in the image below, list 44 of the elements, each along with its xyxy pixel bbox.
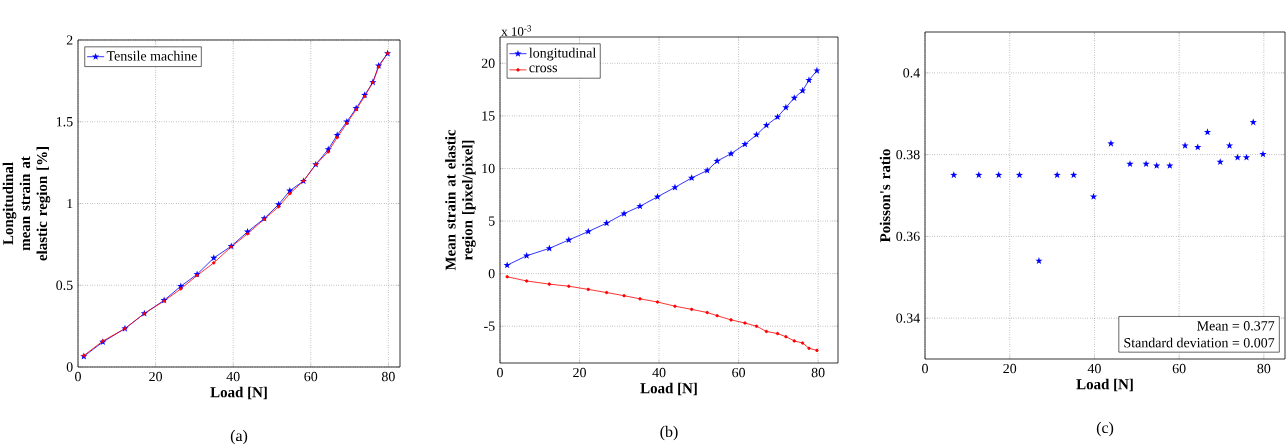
y-axis-title: Longitudinal mean strain at elastic region [%]: [2, 147, 51, 261]
x-tick-label: 0: [497, 367, 503, 378]
x-tick-label: 80: [811, 367, 825, 378]
x-tick-label: 80: [1257, 363, 1271, 374]
x-tick-label: 20: [573, 367, 586, 378]
x-tick-label: 40: [652, 367, 666, 378]
x-tick-label: 0: [922, 363, 928, 374]
x-axis-title: Load [N]: [640, 382, 697, 396]
legend-label: Tensile machine: [106, 50, 197, 61]
y-tick-label: 0: [488, 268, 495, 279]
y-axis-title: Mean strain at elastic region [pixel/pixel]: [445, 129, 476, 271]
text: (b): [660, 425, 678, 441]
y-tick-label: 0.34: [896, 313, 920, 323]
text: (a): [230, 429, 248, 444]
x-tick-label: 40: [226, 371, 240, 382]
x-tick-label: 20: [1003, 363, 1017, 374]
y-tick-label: 0.4: [903, 68, 920, 78]
x-axis-title: Load [N]: [210, 386, 267, 400]
x-tick-label: 80: [381, 371, 395, 382]
x-tick-label: 40: [1087, 363, 1101, 374]
y-tick-label: 15: [482, 111, 495, 121]
y-tick-label: 2: [66, 35, 73, 45]
annotation: Mean = 0.377: [1197, 321, 1275, 331]
x-tick-label: 0: [75, 371, 81, 382]
x-tick-label: 20: [149, 371, 163, 382]
y-tick-label: 0.36: [896, 231, 920, 242]
y-tick-label: 10: [482, 163, 495, 174]
legend-label: longitudinal: [529, 47, 596, 61]
y-tick-label: 1.5: [56, 117, 73, 127]
x-tick-label: 60: [1172, 363, 1186, 374]
x-axis-title: Load [N]: [1076, 378, 1133, 392]
y-tick-label: 1: [67, 198, 73, 209]
text: (c): [1096, 421, 1114, 437]
y-tick-label: 0.38: [896, 149, 920, 160]
annotation: Standard deviation = 0.007: [1124, 337, 1275, 348]
text: x 10$^{-3}$: [501, 25, 532, 36]
y-tick-label: -5: [484, 321, 495, 331]
legend-label: cross: [529, 65, 558, 73]
y-tick-label: 20: [481, 58, 495, 68]
y-tick-label: 5: [489, 216, 495, 226]
y-axis-title: Poisson's ratio: [879, 149, 891, 243]
y-tick-label: 0.5: [56, 280, 73, 290]
x-tick-label: 60: [732, 367, 746, 378]
x-tick-label: 60: [304, 371, 318, 382]
